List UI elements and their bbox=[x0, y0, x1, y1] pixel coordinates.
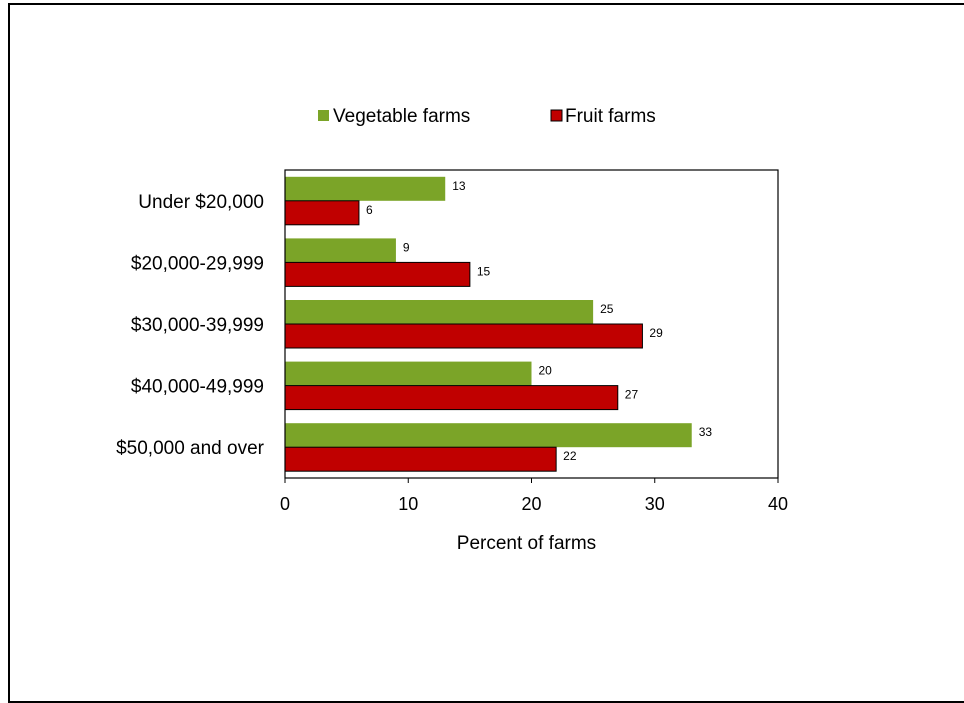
legend: Vegetable farms Fruit farms bbox=[318, 106, 656, 127]
legend-swatch bbox=[550, 109, 563, 122]
x-tick-label: 10 bbox=[398, 494, 418, 514]
figure-frame bbox=[8, 3, 964, 703]
x-axis: 0 10 20 30 40 bbox=[280, 478, 788, 514]
bar bbox=[284, 446, 557, 472]
x-tick-label: 30 bbox=[645, 494, 665, 514]
x-tick-label: 40 bbox=[768, 494, 788, 514]
bar bbox=[284, 261, 471, 287]
category-labels: Under $20,000 $20,000-29,999 $30,000-39,99… bbox=[116, 192, 265, 459]
category-label: Under $20,000 bbox=[138, 192, 264, 213]
data-label: 22 bbox=[563, 449, 577, 463]
x-axis-title: Percent of farms bbox=[457, 533, 596, 554]
bar bbox=[285, 176, 446, 201]
data-label: 15 bbox=[477, 264, 491, 278]
data-label: 6 bbox=[366, 203, 373, 217]
legend-label: Fruit farms bbox=[565, 106, 656, 127]
bar bbox=[284, 200, 360, 226]
x-tick-label: 20 bbox=[521, 494, 541, 514]
data-label: 29 bbox=[649, 326, 663, 340]
bar bbox=[285, 423, 692, 448]
bars: 13 6 9 15 25 29 20 27 33 22 bbox=[284, 176, 713, 472]
data-label: 20 bbox=[539, 364, 553, 378]
data-label: 9 bbox=[403, 240, 410, 254]
category-label: $20,000-29,999 bbox=[131, 253, 264, 274]
bar bbox=[284, 323, 643, 349]
legend-swatch bbox=[318, 110, 329, 121]
data-label: 13 bbox=[452, 179, 466, 193]
bar bbox=[285, 238, 396, 263]
category-label: $40,000-49,999 bbox=[131, 377, 264, 398]
bar bbox=[284, 385, 619, 411]
data-label: 27 bbox=[625, 388, 639, 402]
x-tick-label: 0 bbox=[280, 494, 290, 514]
bar bbox=[285, 300, 594, 324]
data-label: 25 bbox=[600, 302, 614, 316]
legend-label: Vegetable farms bbox=[333, 106, 470, 127]
category-label: $50,000 and over bbox=[116, 438, 265, 459]
category-label: $30,000-39,999 bbox=[131, 315, 264, 336]
bar-chart: Vegetable farms Fruit farms 13 6 9 15 25 29 20 2… bbox=[116, 106, 788, 554]
data-label: 33 bbox=[699, 425, 713, 439]
bar bbox=[285, 361, 532, 386]
